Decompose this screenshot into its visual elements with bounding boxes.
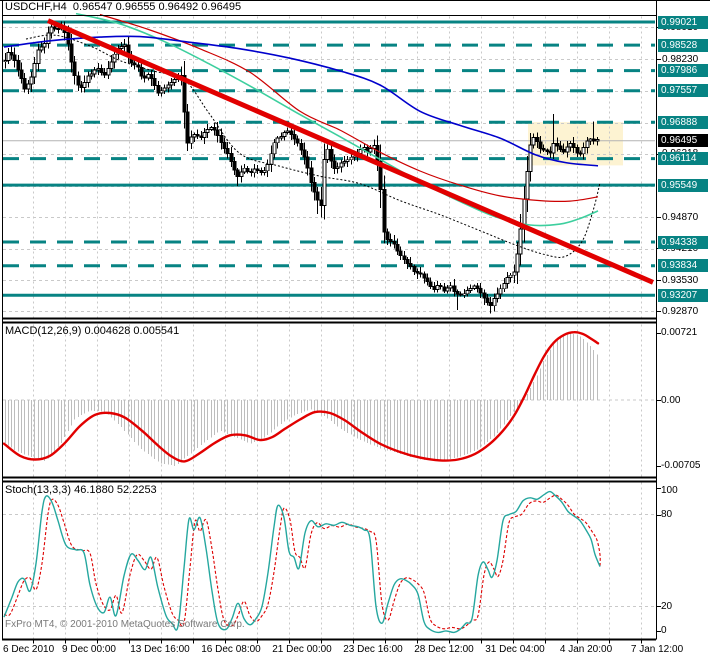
descending-trendline <box>47 18 654 285</box>
vertical-gridlines <box>33 16 642 644</box>
stoch-k-line <box>3 490 601 634</box>
candlesticks <box>3 21 600 314</box>
scale-ticks <box>656 27 661 632</box>
ma-green <box>75 12 599 227</box>
copyright-watermark: FxPro MT4, © 2001-2010 MetaQuotes Softwa… <box>5 619 245 630</box>
ma-black-dotted <box>25 34 601 258</box>
ma-blue <box>3 35 599 167</box>
stoch-title: Stoch(13,3,3) 46.1880 52.2253 <box>5 484 157 496</box>
chart-title: USDCHF,H4 0.96547 0.96555 0.96492 0.9649… <box>5 1 242 13</box>
macd-signal-line <box>2 330 600 463</box>
ma-red <box>99 13 599 203</box>
price-scale[interactable] <box>656 0 710 640</box>
stoch-d-line <box>3 494 601 630</box>
macd-title: MACD(12,26,9) 0.004628 0.005541 <box>5 325 180 337</box>
panel-borders <box>0 0 710 641</box>
time-axis[interactable] <box>0 640 710 656</box>
macd-histogram <box>5 333 598 466</box>
